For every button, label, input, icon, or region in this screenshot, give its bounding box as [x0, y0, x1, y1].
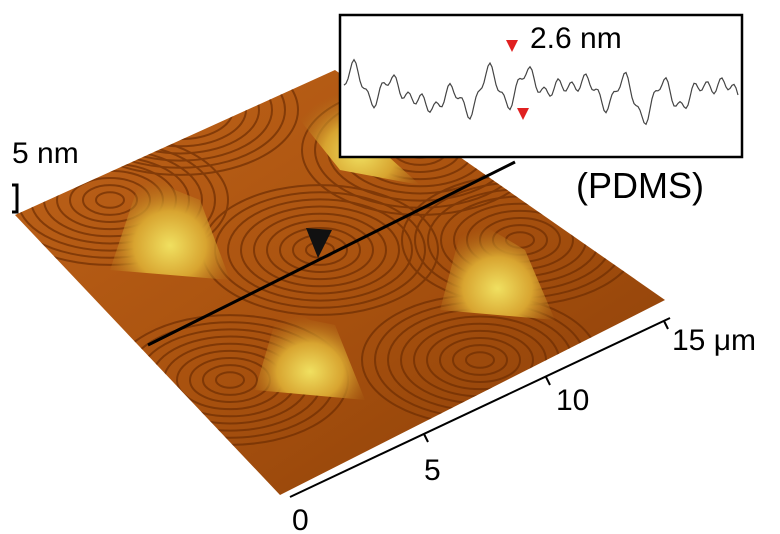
- ring: [153, 95, 207, 125]
- tick: [664, 321, 668, 329]
- page: 2.6 nm 5 nm (PDMS) 0 5 10 15 μm (() => {…: [0, 0, 780, 534]
- tick: [546, 377, 550, 385]
- ring: [140, 88, 220, 132]
- tick-label: 0: [292, 504, 309, 534]
- scale-bar: [12, 185, 17, 212]
- tick-label: 10: [556, 384, 589, 417]
- ring: [166, 102, 194, 117]
- inset-annotation: 2.6 nm: [530, 22, 622, 55]
- sample-label: (PDMS): [576, 165, 704, 206]
- afm-figure: 2.6 nm 5 nm (PDMS) 0 5 10 15 μm: [0, 0, 780, 534]
- tick-label: 5: [424, 454, 441, 487]
- ring: [127, 81, 233, 139]
- tick: [424, 434, 428, 442]
- ring: [114, 74, 246, 147]
- scale-label: 5 nm: [12, 137, 79, 170]
- tick-label: 15 μm: [672, 324, 756, 357]
